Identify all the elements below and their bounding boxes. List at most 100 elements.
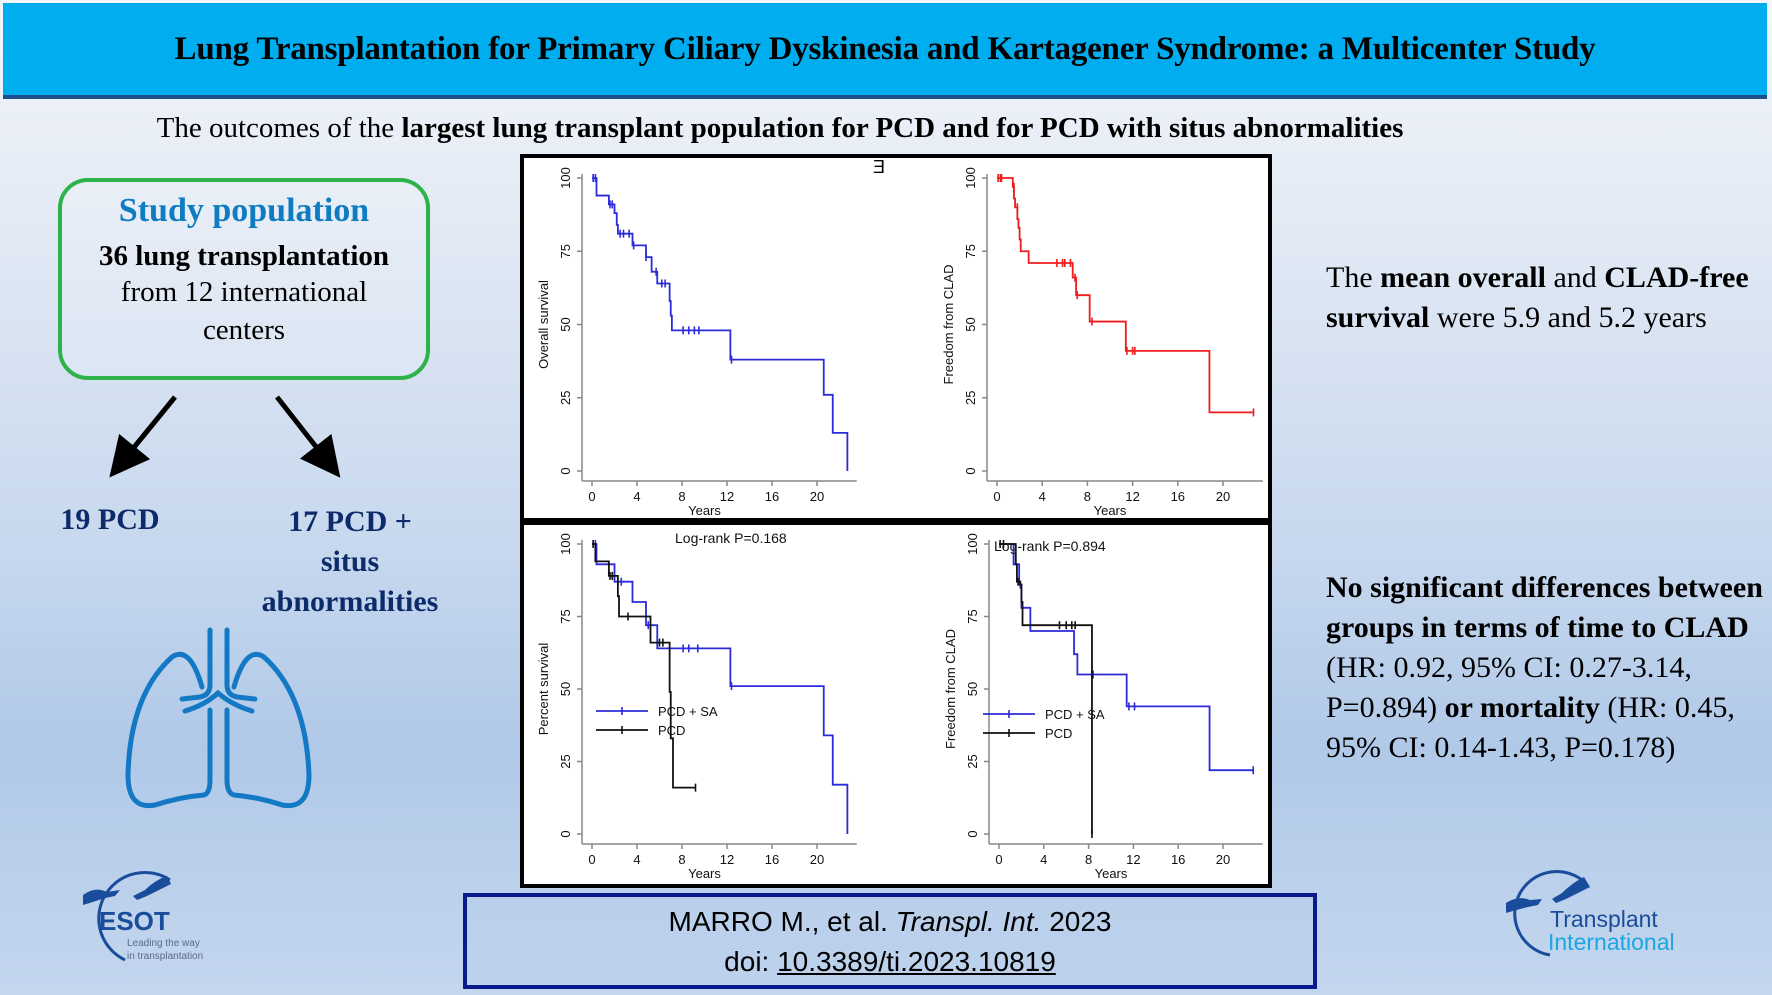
citation-year: 2023 — [1041, 906, 1112, 937]
text-plain: (HR: 0.92, 95% CI: 0.27-3.14, P=0.894) — [1326, 651, 1692, 724]
x-tick-label: 16 — [765, 489, 779, 504]
x-tick-label: 20 — [1216, 852, 1230, 867]
citation-doi: doi: 10.3389/ti.2023.10819 — [467, 941, 1313, 983]
text-plain: The — [1326, 261, 1381, 294]
y-tick-label: 50 — [963, 317, 978, 331]
y-tick-label: 75 — [558, 244, 573, 258]
ti-wordmark-line2: International — [1548, 929, 1675, 955]
y-tick-label: 100 — [965, 533, 980, 555]
y-tick-label: 25 — [558, 391, 573, 405]
text-bold: mean overall — [1380, 261, 1546, 294]
study-centers-line1: from 12 international — [120, 276, 368, 308]
page-title: Lung Transplantation for Primary Ciliary… — [174, 30, 1596, 67]
y-axis-label: Percent survival — [536, 643, 551, 736]
x-axis-label: Years — [1094, 503, 1127, 518]
legend-label: PCD — [658, 723, 685, 738]
y-tick-label: 100 — [558, 533, 573, 555]
series-line-pcd — [999, 543, 1093, 834]
mean-survival-text: The mean overall and CLAD-free survival … — [1326, 258, 1756, 338]
logrank-annotation: Log-rank P=0.168 — [675, 530, 787, 546]
chart-panel-4: 0 25 50 75 100 0 4 8 12 16 20 Years Freedom from CLA… — [943, 533, 1263, 881]
x-tick-label: 8 — [1085, 852, 1092, 867]
x-axis-label: Years — [688, 866, 721, 881]
y-tick-label: 50 — [965, 682, 980, 696]
doi-link[interactable]: 10.3389/ti.2023.10819 — [777, 946, 1056, 977]
doi-label: doi: — [724, 946, 778, 977]
y-tick-label: 0 — [558, 830, 573, 837]
hand-right-icon — [133, 876, 171, 900]
y-tick-label: 75 — [965, 609, 980, 623]
x-axis-label: Years — [688, 503, 721, 518]
study-count: 36 lung transplantation — [98, 240, 390, 272]
text-bold: or mortality — [1444, 691, 1600, 724]
citation-reference: MARRO M., et al. Transpl. Int. 2023 — [467, 903, 1313, 941]
x-tick-label: 16 — [1171, 852, 1185, 867]
text-plain: and — [1545, 261, 1605, 294]
y-tick-label: 100 — [558, 167, 573, 189]
citation-journal: Transpl. Int. — [895, 906, 1042, 937]
chart-divider — [524, 518, 1268, 525]
group-pcd-sa-line3: abnormalities — [261, 585, 439, 618]
esot-tagline-1: Leading the way — [127, 938, 200, 949]
x-tick-label: 0 — [993, 489, 1000, 504]
y-tick-label: 25 — [965, 754, 980, 768]
x-tick-label: 0 — [588, 852, 595, 867]
x-tick-label: 4 — [1039, 489, 1046, 504]
x-tick-label: 16 — [1171, 489, 1185, 504]
x-tick-label: 12 — [1125, 489, 1139, 504]
y-axis-label: Freedom from CLAD — [943, 629, 958, 749]
logrank-annotation: Log-rank P=0.894 — [994, 538, 1106, 554]
y-tick-label: 0 — [965, 830, 980, 837]
legend-label: PCD + SA — [658, 704, 718, 719]
x-tick-label: 0 — [588, 489, 595, 504]
x-tick-label: 0 — [995, 852, 1002, 867]
x-axis-label: Years — [1095, 866, 1128, 881]
x-tick-label: 4 — [1040, 852, 1047, 867]
y-tick-label: 75 — [963, 244, 978, 258]
group-pcd-sa: 17 PCD + situs abnormalities — [245, 502, 455, 622]
ti-wordmark-line1: Transplant — [1550, 906, 1658, 932]
y-axis-label: Overall survival — [536, 280, 551, 369]
chart-panel-2: 0 25 50 75 100 0 4 8 12 16 20 Years Freedom from CLA… — [941, 167, 1263, 518]
subtitle-plain: The outcomes of the — [156, 112, 402, 144]
study-centers-line2: centers — [202, 314, 286, 346]
lungs-icon — [125, 627, 312, 809]
x-tick-label: 12 — [1126, 852, 1140, 867]
group-differences-text: No significant differences between group… — [1326, 568, 1766, 768]
citation-box: MARRO M., et al. Transpl. Int. 2023 doi:… — [463, 893, 1317, 989]
chart-panel-1: 0 25 50 75 100 0 4 8 12 16 20 Years Overall survival — [536, 167, 857, 518]
group-pcd-sa-line1: 17 PCD + — [288, 505, 412, 538]
citation-authors: MARRO M., et al. — [668, 906, 896, 937]
series-line-pcd-sa — [999, 543, 1254, 772]
subtitle-bold: largest lung transplant population for P… — [401, 112, 1404, 144]
km-charts: 0 25 50 75 100 0 4 8 12 16 20 Years Overall survival… — [536, 167, 1263, 881]
legend-label: PCD — [1045, 726, 1072, 741]
y-tick-label: 0 — [558, 467, 573, 474]
y-tick-label: 25 — [558, 754, 573, 768]
x-tick-label: 20 — [1216, 489, 1230, 504]
x-tick-label: 12 — [720, 489, 734, 504]
esot-wordmark: ESOT — [99, 906, 170, 936]
text-bold: CLAD-free survival — [1326, 261, 1749, 334]
split-arrows — [109, 395, 341, 478]
arrow-right-icon — [275, 395, 341, 478]
hand-left-icon — [83, 889, 120, 905]
x-tick-label: 20 — [810, 489, 824, 504]
x-tick-label: 8 — [678, 852, 685, 867]
x-tick-label: 16 — [765, 852, 779, 867]
hand-left-icon — [1506, 898, 1542, 913]
series-line-pcd — [592, 543, 696, 789]
study-population-box: Study population 36 lung transplantation… — [58, 178, 430, 380]
stray-mark: E — [873, 157, 886, 177]
x-tick-label: 4 — [633, 489, 640, 504]
title-banner: Lung Transplantation for Primary Ciliary… — [3, 3, 1767, 99]
series-line-freedom-from-clad — [997, 177, 1254, 414]
series-line-overall-survival — [592, 177, 849, 471]
x-tick-label: 8 — [678, 489, 685, 504]
group-pcd-label: 19 PCD — [60, 503, 160, 536]
series-line-pcd-sa — [592, 543, 849, 834]
x-tick-label: 4 — [633, 852, 640, 867]
transplant-international-logo: Transplant International — [1506, 870, 1675, 957]
x-tick-label: 20 — [810, 852, 824, 867]
text-plain: were 5.9 and 5.2 years — [1429, 301, 1707, 334]
